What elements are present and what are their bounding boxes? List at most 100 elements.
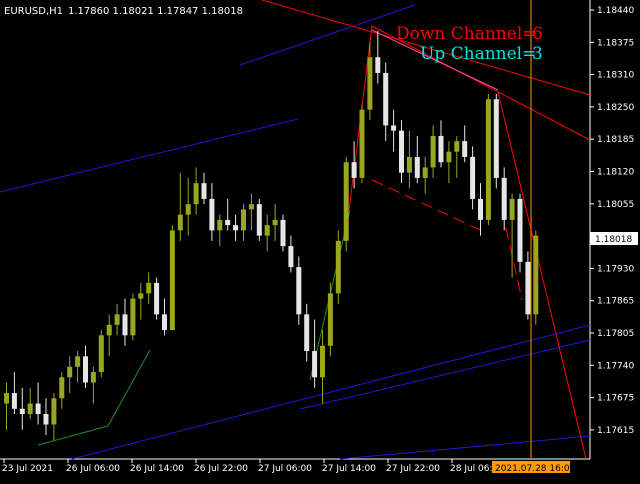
- time-tick-label: 27 Jul 06:00: [258, 464, 312, 474]
- candle-bull[interactable]: [406, 156, 412, 173]
- price-tick-label: 1.18055: [597, 200, 634, 210]
- candle-bull[interactable]: [359, 109, 365, 178]
- time-tick-label: 23 Jul 2021: [2, 464, 53, 474]
- candle-bull[interactable]: [241, 209, 246, 231]
- candle-bull[interactable]: [533, 235, 539, 315]
- time-marker-tag: [492, 461, 570, 473]
- symbol-timeframe: EURUSD,H1: [4, 6, 63, 17]
- candle-bear[interactable]: [375, 57, 381, 73]
- down-channel-upper[interactable]: [261, 0, 591, 96]
- candle-bull[interactable]: [75, 356, 81, 367]
- candle-bull[interactable]: [138, 293, 144, 299]
- candle-bear[interactable]: [351, 162, 357, 178]
- price-tick-label: 1.17615: [597, 426, 634, 436]
- up-trend-segment-2[interactable]: [107, 349, 151, 427]
- up-channel-lower[interactable]: [71, 324, 591, 460]
- current-price-label: 1.18018: [595, 235, 632, 245]
- candle-bear[interactable]: [493, 99, 499, 178]
- price-tick-label: 1.17805: [597, 329, 634, 339]
- candle-bull[interactable]: [185, 204, 191, 215]
- candle-bull[interactable]: [51, 398, 57, 425]
- candle-bear[interactable]: [209, 198, 215, 231]
- ohlc-values: 1.17860 1.18021 1.17847 1.18018: [68, 6, 243, 17]
- candle-bear[interactable]: [122, 314, 128, 336]
- candle-bear[interactable]: [43, 414, 49, 425]
- price-tick-label: 1.17865: [597, 297, 634, 307]
- candle-bull[interactable]: [193, 183, 199, 205]
- candle-bear[interactable]: [525, 261, 531, 315]
- candle-bull[interactable]: [130, 298, 136, 336]
- candle-bull[interactable]: [169, 230, 175, 331]
- up-channel-label: Up Channel=: [420, 44, 536, 64]
- candle-bear[interactable]: [438, 135, 444, 163]
- candle-bull[interactable]: [114, 314, 120, 325]
- time-axis: 23 Jul 2021 26 Jul 06:00 26 Jul 14:00 26 Ju…: [2, 459, 504, 474]
- candle-bull[interactable]: [177, 214, 183, 231]
- candle-bull[interactable]: [106, 324, 112, 336]
- down-channel-dashed-1[interactable]: [371, 179, 486, 233]
- candle-bear[interactable]: [399, 130, 404, 173]
- candle-bear[interactable]: [83, 356, 88, 383]
- candle-bull[interactable]: [509, 198, 515, 220]
- candle-bear[interactable]: [304, 314, 310, 352]
- candle-bear[interactable]: [517, 198, 523, 262]
- candle-bull[interactable]: [422, 167, 428, 178]
- up-channel-upper-right[interactable]: [239, 4, 416, 66]
- candle-bear[interactable]: [501, 177, 507, 220]
- candle-bear[interactable]: [35, 403, 41, 415]
- down-channel-upper-2[interactable]: [371, 25, 591, 141]
- candle-bull[interactable]: [67, 366, 73, 378]
- candle-bull[interactable]: [367, 57, 373, 110]
- candle-bear[interactable]: [312, 351, 318, 378]
- candle-bear[interactable]: [201, 183, 207, 199]
- up-channel-base[interactable]: [339, 435, 591, 460]
- candle-bull[interactable]: [146, 282, 152, 294]
- candle-bear[interactable]: [414, 156, 420, 178]
- candle-bull[interactable]: [485, 99, 491, 220]
- down-channel-steep[interactable]: [497, 91, 587, 460]
- projection-line[interactable]: [371, 29, 499, 91]
- candle-bull[interactable]: [320, 345, 325, 378]
- candle-bull[interactable]: [90, 372, 96, 383]
- up-channel-mid[interactable]: [299, 339, 591, 410]
- candle-bear[interactable]: [154, 282, 160, 315]
- candle-bear[interactable]: [391, 125, 397, 131]
- candle-bear[interactable]: [288, 246, 294, 268]
- candle-bull[interactable]: [272, 219, 278, 226]
- candle-bear[interactable]: [462, 141, 468, 157]
- up-channel-upper-left[interactable]: [0, 118, 299, 193]
- candle-bull[interactable]: [327, 293, 333, 346]
- candle-bull[interactable]: [264, 225, 270, 236]
- candle-bear[interactable]: [383, 72, 389, 126]
- candle-bull[interactable]: [4, 393, 9, 404]
- candle-bear[interactable]: [19, 408, 25, 415]
- candle-bull[interactable]: [248, 204, 254, 210]
- candle-bull[interactable]: [27, 403, 33, 415]
- candle-bear[interactable]: [470, 156, 476, 199]
- down-channel-label: Down Channel=: [396, 24, 537, 44]
- candle-bear[interactable]: [11, 393, 17, 409]
- candle-bear[interactable]: [280, 219, 286, 247]
- time-tick-label: 26 Jul 06:00: [66, 464, 120, 474]
- time-marker-label: 2021.07.28 16:00: [495, 464, 576, 474]
- candle-bull[interactable]: [335, 240, 341, 294]
- candle-bear[interactable]: [225, 219, 231, 226]
- candle-bear[interactable]: [256, 204, 262, 236]
- candle-bear[interactable]: [296, 267, 302, 315]
- candle-bull[interactable]: [343, 162, 349, 241]
- candle-bull[interactable]: [446, 151, 452, 163]
- candle-bull[interactable]: [430, 135, 436, 168]
- time-tick-label: 26 Jul 22:00: [194, 464, 248, 474]
- candle-bear[interactable]: [162, 314, 167, 331]
- up-trend-segment-1[interactable]: [37, 425, 109, 446]
- candle-bull[interactable]: [59, 377, 65, 399]
- candle-bear[interactable]: [233, 225, 239, 231]
- candle-bull[interactable]: [217, 219, 223, 231]
- candle-bull[interactable]: [454, 141, 460, 152]
- candle-bull[interactable]: [98, 335, 104, 373]
- candle-bear[interactable]: [478, 198, 483, 220]
- price-tick-label: 1.17930: [597, 264, 634, 274]
